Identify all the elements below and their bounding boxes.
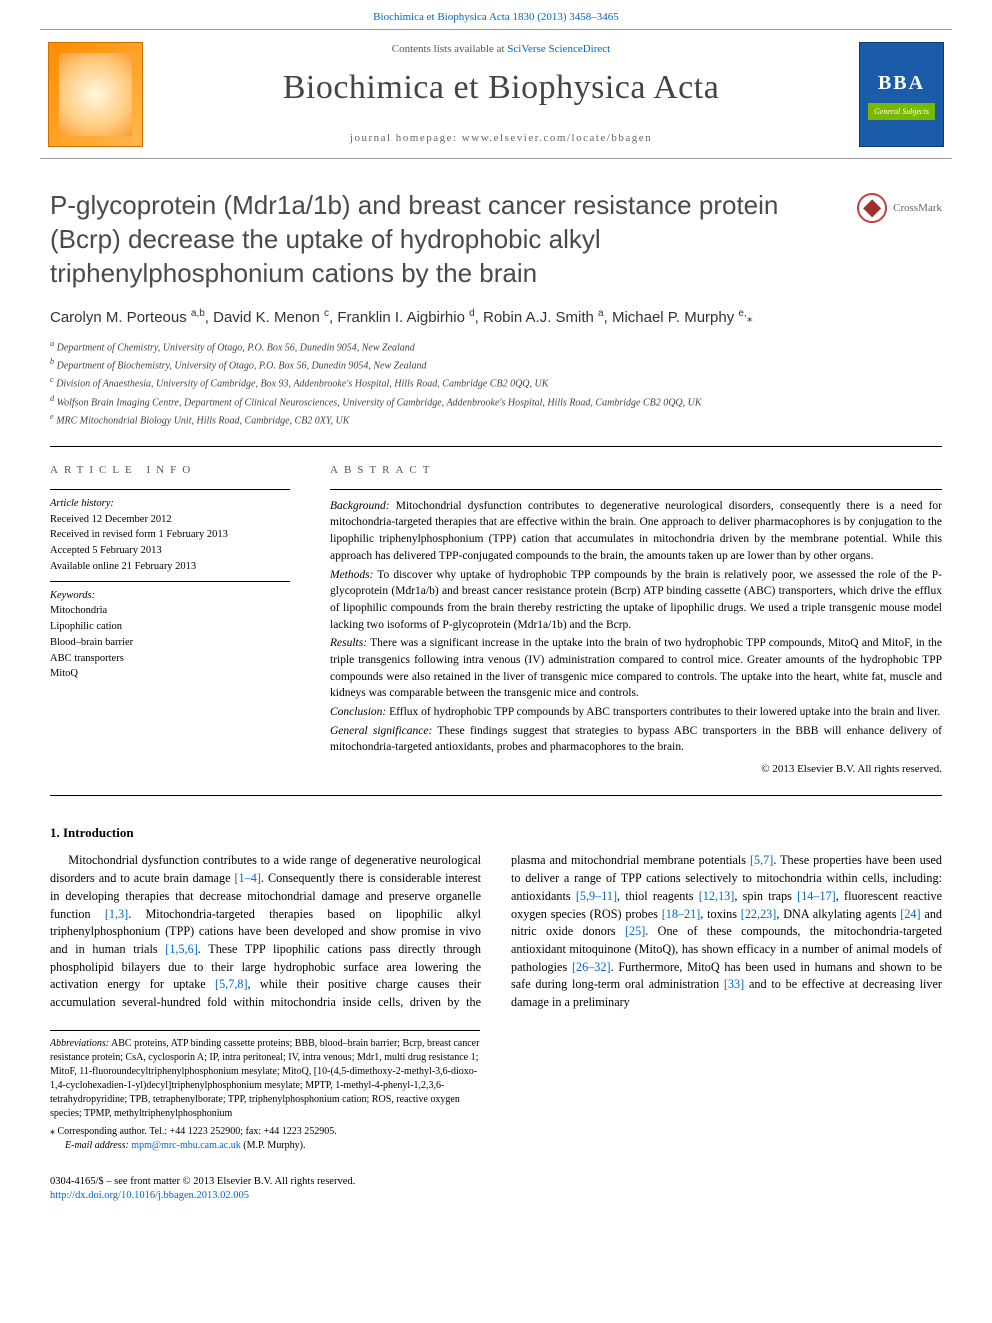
corresponding-author: ⁎ Corresponding author. Tel.: +44 1223 2… bbox=[50, 1125, 480, 1139]
ref-link[interactable]: [22,23] bbox=[741, 907, 777, 921]
abstract-part: Results: There was a significant increas… bbox=[330, 635, 942, 702]
email-link[interactable]: mpm@mrc-mbu.cam.ac.uk bbox=[131, 1140, 240, 1151]
abstract-part: General significance: These findings sug… bbox=[330, 723, 942, 756]
intro-body: Mitochondrial dysfunction contributes to… bbox=[50, 852, 942, 1011]
bba-cover-logo: BBA General Subjects bbox=[859, 42, 944, 147]
keyword: Mitochondria bbox=[50, 603, 290, 619]
divider-2 bbox=[50, 795, 942, 796]
keyword: ABC transporters bbox=[50, 651, 290, 667]
abstract-part: Conclusion: Efflux of hydrophobic TPP co… bbox=[330, 704, 942, 721]
history-line: Available online 21 February 2013 bbox=[50, 559, 290, 575]
history-line: Received in revised form 1 February 2013 bbox=[50, 527, 290, 543]
authors-line: Carolyn M. Porteous a,b, David K. Menon … bbox=[50, 307, 942, 328]
footnotes: Abbreviations: ABC proteins, ATP binding… bbox=[50, 1030, 480, 1153]
top-citation-link: Biochimica et Biophysica Acta 1830 (2013… bbox=[0, 0, 992, 29]
contents-prefix: Contents lists available at bbox=[392, 43, 505, 55]
front-matter-line: 0304-4165/$ – see front matter © 2013 El… bbox=[50, 1175, 942, 1190]
affiliation-line: b Department of Biochemistry, University… bbox=[50, 356, 942, 373]
article-history: Article history: Received 12 December 20… bbox=[50, 489, 290, 575]
history-header: Article history: bbox=[50, 496, 290, 512]
abstract-part: Background: Mitochondrial dysfunction co… bbox=[330, 498, 942, 565]
sciencedirect-link[interactable]: SciVerse ScienceDirect bbox=[507, 43, 610, 55]
ref-link[interactable]: [1,3] bbox=[105, 907, 128, 921]
journal-homepage: journal homepage: www.elsevier.com/locat… bbox=[143, 131, 859, 146]
ref-link[interactable]: [12,13] bbox=[699, 889, 735, 903]
affiliation-line: a Department of Chemistry, University of… bbox=[50, 338, 942, 355]
affiliations: a Department of Chemistry, University of… bbox=[50, 338, 942, 429]
history-line: Received 12 December 2012 bbox=[50, 512, 290, 528]
contents-line: Contents lists available at SciVerse Sci… bbox=[143, 42, 859, 57]
ref-link[interactable]: [5,7,8] bbox=[215, 977, 248, 991]
affiliation-line: e MRC Mitochondrial Biology Unit, Hills … bbox=[50, 411, 942, 428]
ref-link[interactable]: [1,5,6] bbox=[165, 942, 198, 956]
doi-link[interactable]: http://dx.doi.org/10.1016/j.bbagen.2013.… bbox=[50, 1190, 249, 1201]
intro-para-1: Mitochondrial dysfunction contributes to… bbox=[50, 852, 942, 1011]
abstract-part: Methods: To discover why uptake of hydro… bbox=[330, 567, 942, 634]
abbreviations: Abbreviations: ABC proteins, ATP binding… bbox=[50, 1037, 480, 1121]
intro-heading: 1. Introduction bbox=[50, 824, 942, 842]
abstract-heading: ABSTRACT bbox=[330, 463, 942, 478]
abstract-copyright: © 2013 Elsevier B.V. All rights reserved… bbox=[330, 762, 942, 777]
ref-link[interactable]: [14–17] bbox=[797, 889, 836, 903]
ref-link[interactable]: [25] bbox=[625, 924, 645, 938]
ref-link[interactable]: [5,9–11] bbox=[576, 889, 617, 903]
ref-link[interactable]: [24] bbox=[900, 907, 920, 921]
keywords-block: Keywords: MitochondriaLipophilic cationB… bbox=[50, 581, 290, 683]
affiliation-line: d Wolfson Brain Imaging Centre, Departme… bbox=[50, 393, 942, 410]
abstract-body: Background: Mitochondrial dysfunction co… bbox=[330, 489, 942, 756]
keyword: MitoQ bbox=[50, 666, 290, 682]
history-line: Accepted 5 February 2013 bbox=[50, 543, 290, 559]
keyword: Blood–brain barrier bbox=[50, 635, 290, 651]
affiliation-line: c Division of Anaesthesia, University of… bbox=[50, 374, 942, 391]
ref-link[interactable]: [33] bbox=[724, 977, 744, 991]
ref-link[interactable]: [1–4] bbox=[235, 871, 261, 885]
ref-link[interactable]: [5,7] bbox=[750, 853, 773, 867]
header-center: Contents lists available at SciVerse Sci… bbox=[143, 42, 859, 146]
crossmark-icon bbox=[857, 193, 887, 223]
header-band: Contents lists available at SciVerse Sci… bbox=[40, 29, 952, 159]
bba-subject: General Subjects bbox=[868, 103, 935, 120]
crossmark-label: CrossMark bbox=[893, 201, 942, 216]
article-title: P-glycoprotein (Mdr1a/1b) and breast can… bbox=[50, 189, 837, 290]
journal-title: Biochimica et Biophysica Acta bbox=[143, 64, 859, 112]
keywords-header: Keywords: bbox=[50, 588, 290, 604]
top-citation-anchor[interactable]: Biochimica et Biophysica Acta 1830 (2013… bbox=[373, 11, 619, 23]
crossmark-badge[interactable]: CrossMark bbox=[857, 193, 942, 223]
article-info-heading: ARTICLE INFO bbox=[50, 463, 290, 478]
ref-link[interactable]: [26–32] bbox=[572, 960, 611, 974]
email-line: E-mail address: mpm@mrc-mbu.cam.ac.uk (M… bbox=[65, 1139, 480, 1153]
keyword: Lipophilic cation bbox=[50, 619, 290, 635]
elsevier-logo bbox=[48, 42, 143, 147]
ref-link[interactable]: [18–21] bbox=[662, 907, 701, 921]
bottom-matter: 0304-4165/$ – see front matter © 2013 El… bbox=[50, 1175, 942, 1204]
bba-text: BBA bbox=[878, 69, 925, 97]
